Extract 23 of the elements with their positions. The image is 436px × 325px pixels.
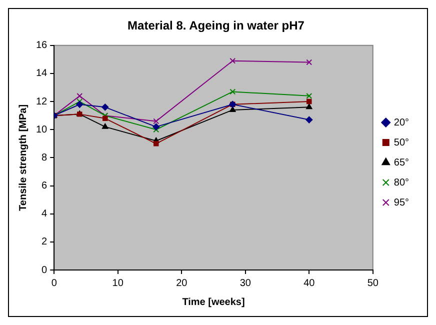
x-tick-label: 30 [240, 278, 252, 289]
y-tick-label: 12 [36, 96, 48, 108]
legend-label: 20° [394, 117, 410, 128]
y-tick-label: 10 [36, 124, 48, 136]
chart-title: Material 8. Ageing in water pH7 [128, 18, 305, 33]
y-tick-label: 14 [36, 68, 48, 80]
x-tick-label: 20 [176, 278, 188, 289]
legend-label: 65° [394, 157, 410, 168]
y-tick-label: 2 [42, 236, 48, 248]
y-axis-title: Tensile strength [MPa] [18, 104, 29, 211]
x-axis-title: Time [weeks] [182, 296, 245, 308]
legend-label: 80° [394, 177, 410, 188]
x-tick-label: 10 [112, 278, 124, 289]
y-tick-label: 16 [36, 40, 48, 52]
legend-label: 50° [394, 137, 410, 148]
x-tick-label: 0 [51, 278, 58, 289]
y-tick-label: 6 [42, 180, 48, 192]
y-tick-label: 4 [42, 208, 48, 220]
legend-label: 95° [394, 197, 410, 208]
y-tick-label: 8 [42, 152, 48, 164]
y-tick-label: 0 [42, 264, 48, 276]
x-tick-label: 50 [367, 278, 379, 289]
x-tick-label: 40 [304, 278, 316, 289]
